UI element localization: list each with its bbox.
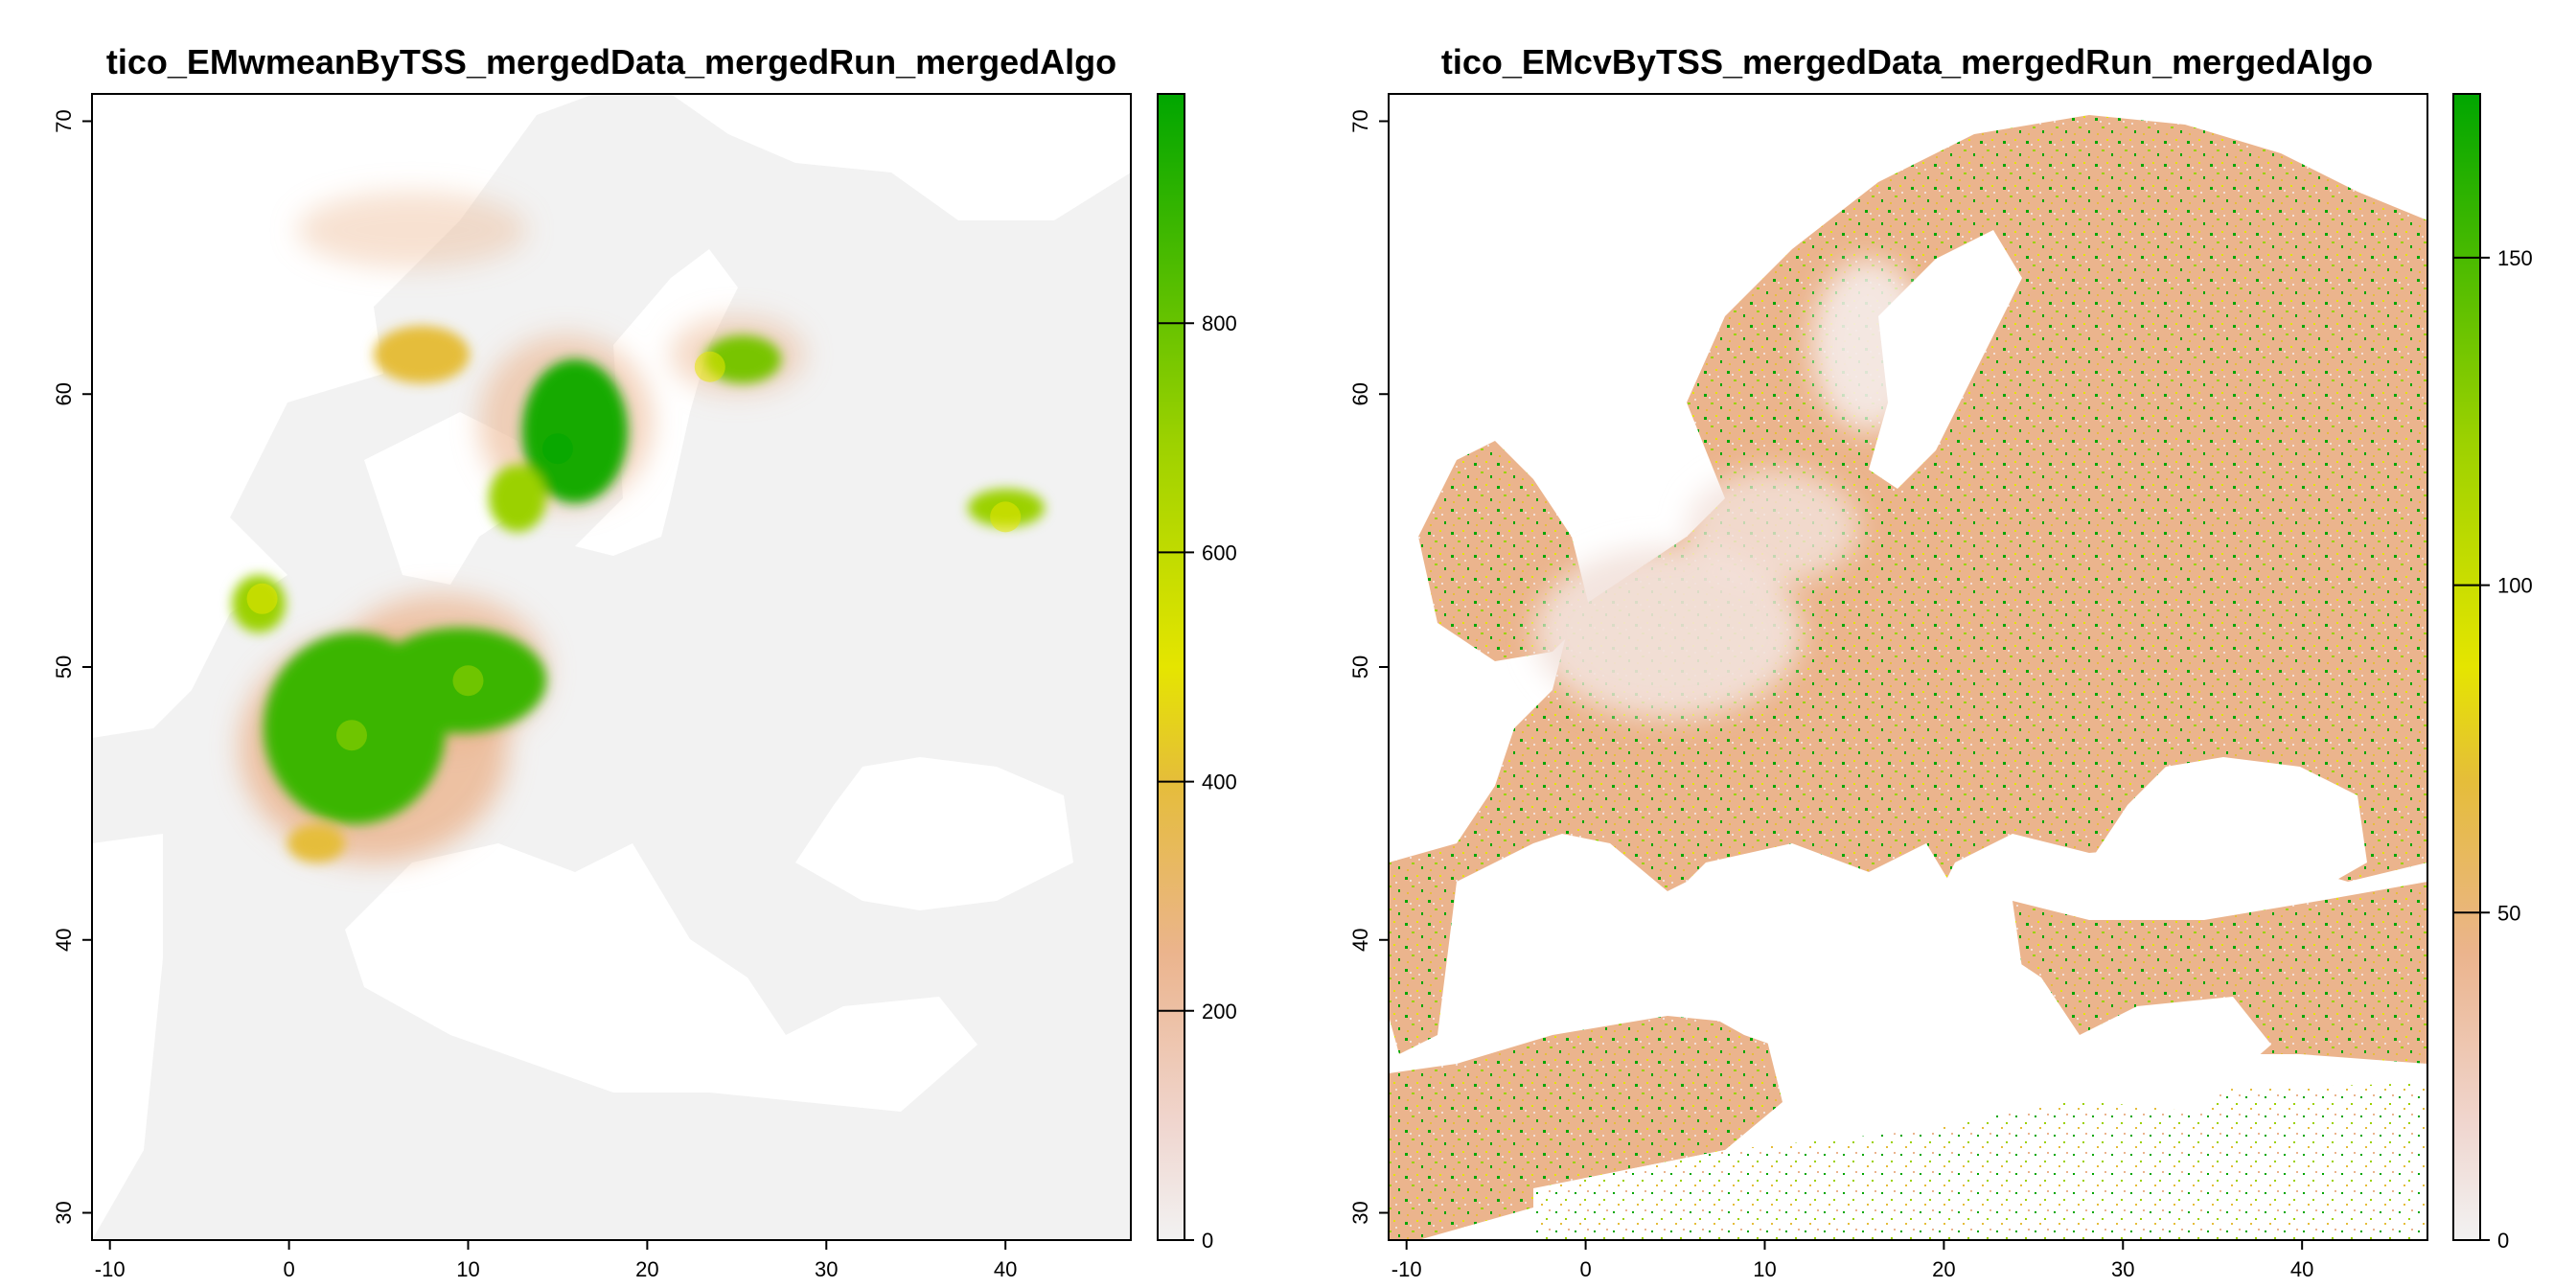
legend-tick-label: 200 (1202, 1000, 1237, 1024)
legend-tick-label: 50 (2497, 901, 2520, 925)
y-tick: 60 (1348, 382, 1389, 405)
left-y-ticks: 30 40 50 60 70 (52, 109, 92, 1225)
right-x-axis: -10 0 10 20 30 40 (1392, 1240, 2313, 1281)
right-legend-bar (2452, 93, 2481, 1241)
legend-tick-label: 100 (2497, 574, 2533, 598)
y-tick-label: 30 (52, 1201, 76, 1224)
hotspot-point (541, 433, 573, 465)
x-tick: 10 (456, 1240, 480, 1281)
right-legend-ticks: 0 50 100 150 (2453, 246, 2533, 1253)
right-x-ticks: -10 0 10 20 30 40 (1392, 1240, 2313, 1281)
hotspot-point (336, 720, 367, 751)
legend-tick: 200 (1158, 1000, 1237, 1024)
left-marker-points (246, 351, 1022, 751)
legend-tick-label: 0 (1202, 1229, 1213, 1253)
hotspot-point (990, 501, 1022, 533)
left-legend-ticks: 0 200 400 600 800 (1158, 311, 1237, 1253)
hotspot-point (246, 583, 278, 614)
x-tick-label: 20 (1932, 1257, 1955, 1281)
x-tick: 40 (2290, 1240, 2313, 1281)
y-tick-label: 30 (1348, 1201, 1372, 1224)
y-tick-label: 50 (1348, 656, 1372, 678)
legend-tick: 600 (1158, 540, 1237, 564)
right-y-axis: 30 40 50 60 70 (1348, 109, 1389, 1225)
left-map (92, 94, 1131, 1240)
right-map (1389, 94, 2427, 1240)
right-panel: tico_EMcvByTSS_mergedData_mergedRun_merg… (1348, 42, 2533, 1281)
y-tick: 30 (52, 1201, 92, 1225)
legend-tick-label: 0 (2497, 1229, 2509, 1253)
x-tick: 30 (815, 1240, 839, 1281)
left-x-axis: -10 0 10 20 30 40 (95, 1240, 1017, 1281)
x-tick-label: 0 (283, 1257, 294, 1281)
legend-tick-label: 400 (1202, 770, 1237, 794)
y-tick-label: 40 (52, 929, 76, 952)
legend-tick-label: 800 (1202, 311, 1237, 335)
right-y-ticks: 30 40 50 60 70 (1348, 109, 1389, 1225)
left-legend: 0 200 400 600 800 (1157, 93, 1237, 1253)
x-tick: 0 (283, 1240, 295, 1281)
y-tick: 30 (1348, 1201, 1389, 1225)
hotspot-point (452, 665, 484, 697)
y-tick-label: 70 (1348, 109, 1372, 132)
x-tick-label: 30 (2111, 1257, 2134, 1281)
y-tick-label: 60 (52, 382, 76, 405)
x-tick-label: -10 (1392, 1257, 1422, 1281)
x-tick-label: 40 (994, 1257, 1017, 1281)
y-tick-label: 60 (1348, 382, 1372, 405)
x-tick-label: 10 (456, 1257, 479, 1281)
x-tick: 10 (1753, 1240, 1777, 1281)
left-legend-bar (1157, 93, 1185, 1241)
left-x-ticks: -10 0 10 20 30 40 (95, 1240, 1017, 1281)
y-tick: 40 (1348, 929, 1389, 952)
left-title: tico_EMwmeanByTSS_mergedData_mergedRun_m… (106, 42, 1116, 81)
legend-tick: 0 (2453, 1229, 2509, 1253)
y-tick-label: 40 (1348, 929, 1372, 952)
x-tick-label: 10 (1753, 1257, 1776, 1281)
y-tick: 50 (1348, 656, 1389, 678)
x-tick: 20 (635, 1240, 659, 1281)
x-tick-label: 40 (2290, 1257, 2313, 1281)
x-tick: -10 (1392, 1240, 1422, 1281)
y-tick: 70 (1348, 109, 1389, 133)
y-tick: 50 (52, 656, 92, 678)
left-panel: tico_EMwmeanByTSS_mergedData_mergedRun_m… (52, 42, 1237, 1281)
y-tick: 40 (52, 929, 92, 952)
x-tick-label: -10 (95, 1257, 126, 1281)
y-tick-label: 50 (52, 656, 76, 678)
legend-tick: 0 (1158, 1229, 1213, 1253)
y-tick: 60 (52, 382, 92, 405)
x-tick: 0 (1579, 1240, 1592, 1281)
right-sea (1639, 230, 2367, 1112)
x-tick-label: 30 (815, 1257, 838, 1281)
x-tick: -10 (95, 1240, 126, 1281)
hotspot-point (694, 351, 725, 382)
legend-tick: 800 (1158, 311, 1237, 335)
left-sea (92, 94, 1131, 1240)
y-tick: 70 (52, 109, 92, 133)
legend-tick: 100 (2453, 574, 2533, 598)
left-y-axis: 30 40 50 60 70 (52, 109, 92, 1225)
x-tick: 30 (2111, 1240, 2135, 1281)
right-legend: 0 50 100 150 (2452, 93, 2533, 1253)
legend-tick-label: 600 (1202, 540, 1237, 564)
y-tick-label: 70 (52, 109, 76, 132)
right-title: tico_EMcvByTSS_mergedData_mergedRun_merg… (1441, 42, 2373, 81)
legend-tick: 150 (2453, 246, 2533, 270)
x-tick: 20 (1932, 1240, 1956, 1281)
x-tick-label: 0 (1579, 1257, 1591, 1281)
legend-tick: 50 (2453, 901, 2520, 925)
x-tick-label: 20 (635, 1257, 658, 1281)
legend-tick: 400 (1158, 770, 1237, 794)
x-tick: 40 (994, 1240, 1017, 1281)
legend-tick-label: 150 (2497, 246, 2533, 270)
